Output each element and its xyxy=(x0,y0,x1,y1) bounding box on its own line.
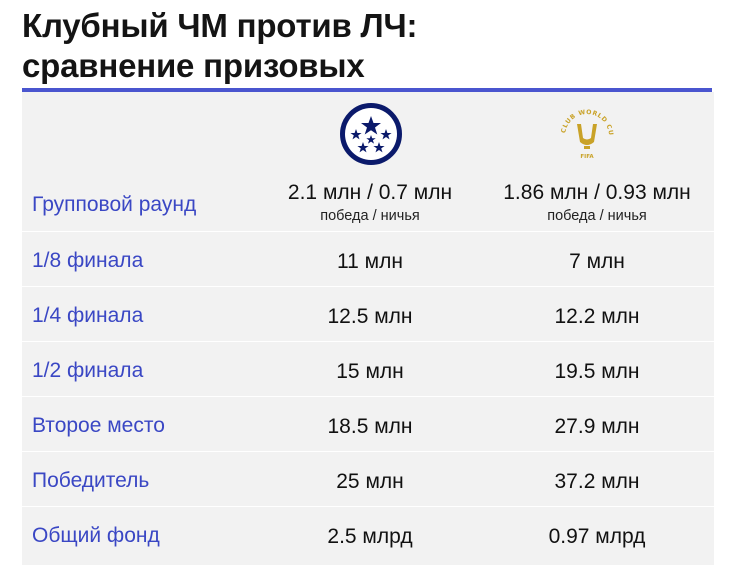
cwc-prize: 1.86 млн / 0.93 млн победа / ничья xyxy=(477,181,717,224)
cwc-prize-value: 7 млн xyxy=(569,250,625,273)
ucl-prize-value: 2.5 млрд xyxy=(327,525,413,548)
page-title: Клубный ЧМ против ЛЧ: сравнение призовых xyxy=(22,6,722,86)
table-row: Групповой раунд 2.1 млн / 0.7 млн победа… xyxy=(22,175,714,232)
ucl-prize-value: 2.1 млн / 0.7 млн xyxy=(287,181,453,204)
stage-label: Победитель xyxy=(32,469,150,492)
cwc-prize-value: 19.5 млн xyxy=(554,360,640,383)
cwc-prize-value: 37.2 млн xyxy=(554,470,640,493)
title-underline xyxy=(22,88,712,92)
ucl-prize-note: победа / ничья xyxy=(320,208,420,224)
cwc-prize-value: 0.97 млрд xyxy=(548,525,646,548)
stage-label: 1/2 финала xyxy=(32,359,144,382)
stage-label: Групповой раунд xyxy=(32,193,197,216)
table-row: 1/2 финала 15 млн 19.5 млн xyxy=(22,342,714,397)
cwc-logo-text: CLUB WORLD CUP 25 xyxy=(555,102,614,136)
table-row: 1/4 финала 12.5 млн 12.2 млн xyxy=(22,287,714,342)
stage-label: 1/4 финала xyxy=(32,304,144,327)
ucl-prize: 2.1 млн / 0.7 млн победа / ничья xyxy=(260,181,480,224)
stage-label: 1/8 финала xyxy=(32,249,144,272)
table-row: Второе место 18.5 млн 27.9 млн xyxy=(22,397,714,452)
ucl-prize-value: 11 млн xyxy=(337,250,403,273)
row-divider xyxy=(22,231,714,232)
table-row: Общий фонд 2.5 млрд 0.97 млрд xyxy=(22,507,714,565)
row-divider xyxy=(22,341,714,342)
ucl-prize-value: 15 млн xyxy=(336,360,404,383)
cwc-prize-value: 1.86 млн / 0.93 млн xyxy=(503,181,691,204)
stage-label: Общий фонд xyxy=(32,524,160,547)
svg-text:CLUB WORLD CUP 25: CLUB WORLD CUP 25 xyxy=(555,102,614,136)
comparison-table xyxy=(22,92,714,565)
cwc-prize-value: 27.9 млн xyxy=(554,415,640,438)
title-line-2: сравнение призовых xyxy=(22,47,365,84)
cwc-prize-value: 12.2 млн xyxy=(554,305,640,328)
ucl-prize-value: 25 млн xyxy=(336,470,404,493)
table-row: 1/8 финала 11 млн 7 млн xyxy=(22,232,714,287)
header: Клубный ЧМ против ЛЧ: сравнение призовых xyxy=(0,0,736,92)
row-divider xyxy=(22,451,714,452)
title-line-1: Клубный ЧМ против ЛЧ: xyxy=(22,7,418,44)
club-world-cup-25-icon: CLUB WORLD CUP 25 FIFA xyxy=(555,102,614,160)
stage-label: Второе место xyxy=(32,414,165,437)
table-row: Победитель 25 млн 37.2 млн xyxy=(22,452,714,507)
champions-league-starball-icon xyxy=(340,103,402,165)
row-divider xyxy=(22,506,714,507)
fifa-logo-text: FIFA xyxy=(580,154,594,160)
row-divider xyxy=(22,396,714,397)
ucl-prize-value: 12.5 млн xyxy=(327,305,413,328)
cwc-prize-note: победа / ничья xyxy=(547,208,647,224)
row-divider xyxy=(22,286,714,287)
ucl-prize-value: 18.5 млн xyxy=(327,415,413,438)
